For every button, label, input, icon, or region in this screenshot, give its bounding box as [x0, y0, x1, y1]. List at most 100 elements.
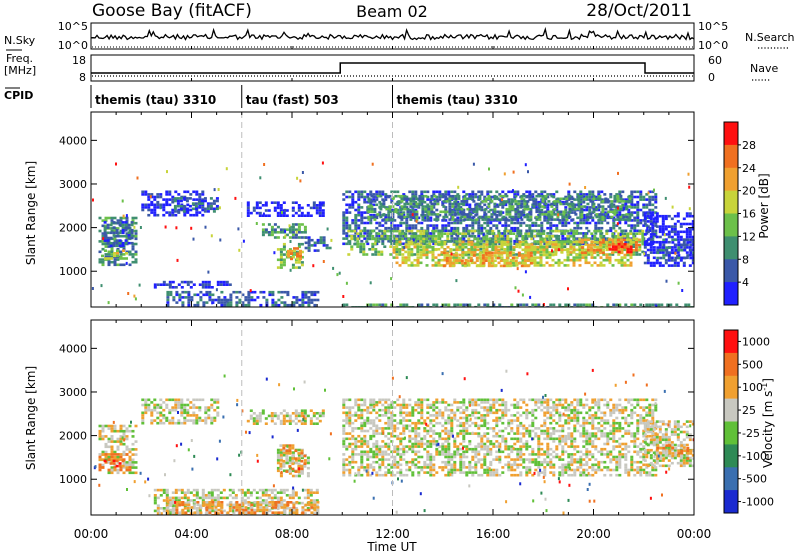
backscatter-cell: [630, 198, 634, 201]
backscatter-cell: [174, 398, 178, 402]
backscatter-cell: [432, 190, 436, 194]
backscatter-cell: [555, 208, 559, 212]
backscatter-cell: [413, 235, 417, 238]
backscatter-cell: [434, 264, 438, 267]
backscatter-cell: [450, 237, 454, 240]
backscatter-cell: [415, 197, 419, 201]
backscatter-cell: [592, 202, 596, 206]
backscatter-cell: [173, 199, 177, 203]
backscatter-cell: [484, 256, 488, 260]
backscatter-cell: [633, 190, 637, 194]
backscatter-cell: [665, 246, 669, 249]
backscatter-cell: [285, 457, 289, 460]
backscatter-cell: [516, 190, 520, 194]
backscatter-cell: [409, 213, 413, 216]
backscatter-cell: [516, 232, 520, 235]
backscatter-cell: [128, 450, 132, 454]
backscatter-cell: [600, 226, 604, 230]
backscatter-cell: [125, 448, 129, 451]
backscatter-cell: [424, 205, 428, 208]
backscatter-cell: [183, 403, 187, 407]
colorbar-tick-label: 20: [742, 185, 756, 198]
backscatter-cell: [584, 232, 588, 235]
backscatter-cell: [488, 240, 492, 243]
backscatter-cell: [179, 204, 183, 208]
backscatter-cell: [440, 251, 444, 254]
backscatter-cell: [646, 212, 650, 215]
backscatter-cell: [210, 403, 214, 407]
backscatter-cell: [379, 202, 383, 206]
cpid-segments: themis (tau) 3310 tau (fast) 503 themis (t…: [90, 85, 518, 108]
backscatter-cell: [641, 242, 645, 246]
backscatter-cell: [605, 229, 609, 233]
backscatter-cell: [122, 249, 125, 252]
backscatter-cell: [629, 250, 633, 254]
backscatter-cell: [571, 197, 575, 201]
backscatter-cell: [431, 240, 435, 243]
backscatter-cell: [570, 200, 574, 204]
backscatter-cell: [516, 239, 520, 243]
backscatter-cell: [555, 190, 559, 194]
backscatter-cell: [183, 190, 187, 194]
backscatter-cell: [306, 214, 310, 217]
backscatter-cell: [661, 217, 665, 221]
backscatter-cell: [538, 213, 542, 216]
backscatter-cell: [636, 190, 640, 194]
backscatter-cell: [461, 248, 465, 251]
backscatter-cell: [482, 245, 486, 248]
backscatter-cell: [543, 219, 547, 222]
backscatter-cell: [573, 226, 577, 230]
backscatter-cell: [633, 216, 637, 220]
backscatter-cell: [104, 242, 108, 246]
backscatter-cell: [197, 199, 201, 203]
backscatter-cell: [448, 207, 452, 211]
backscatter-cell: [620, 242, 624, 246]
backscatter-cell: [596, 242, 600, 246]
backscatter-cell: [410, 242, 414, 246]
backscatter-cell: [187, 290, 191, 294]
backscatter-cell: [432, 211, 436, 214]
backscatter-cell: [318, 206, 322, 210]
backscatter-cell: [425, 229, 429, 233]
backscatter-cell: [434, 237, 438, 241]
backscatter-cell: [110, 468, 114, 472]
backscatter-speckle: [674, 251, 677, 255]
backscatter-cell: [673, 222, 677, 226]
backscatter-cell: [360, 216, 364, 220]
backscatter-cell: [385, 218, 389, 221]
nsky-noise-line: [90, 26, 695, 41]
backscatter-cell: [425, 232, 429, 235]
backscatter-cell: [422, 245, 426, 249]
backscatter-cell: [366, 242, 370, 246]
backscatter-cell: [509, 237, 513, 241]
backscatter-cell: [621, 203, 625, 207]
backscatter-cell: [421, 197, 425, 201]
backscatter-cell: [608, 248, 612, 251]
backscatter-cell: [476, 245, 480, 248]
backscatter-cell: [562, 218, 566, 221]
backscatter-cell: [182, 210, 186, 213]
backscatter-cell: [306, 414, 310, 418]
backscatter-cell: [419, 237, 423, 241]
backscatter-cell: [413, 243, 417, 246]
backscatter-cell: [390, 303, 394, 307]
backscatter-cell: [307, 236, 311, 239]
backscatter-cell: [482, 258, 486, 262]
backscatter-cell: [533, 261, 537, 265]
backscatter-cell: [368, 237, 372, 241]
backscatter-cell: [285, 449, 289, 453]
backscatter-cell: [306, 474, 310, 478]
backscatter-cell: [537, 242, 541, 246]
backscatter-cell: [467, 251, 471, 254]
backscatter-cell: [514, 218, 518, 221]
backscatter-cell: [444, 193, 448, 196]
backscatter-cell: [104, 255, 108, 259]
backscatter-cell: [258, 414, 262, 418]
backscatter-cell: [550, 218, 554, 221]
backscatter-cell: [384, 226, 388, 230]
backscatter-cell: [306, 456, 310, 460]
backscatter-cell: [127, 234, 131, 237]
backscatter-speckle: [400, 221, 403, 225]
backscatter-cell: [490, 215, 494, 219]
backscatter-speckle: [342, 295, 345, 298]
